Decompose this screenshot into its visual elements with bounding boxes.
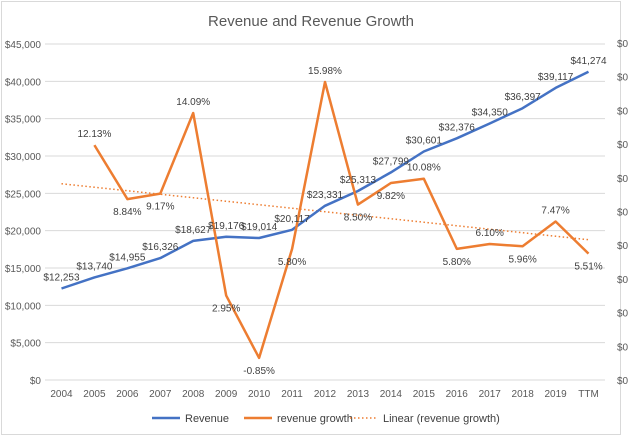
revenue-data-label: $41,274 (570, 56, 607, 67)
left-tick-label: $30,000 (5, 152, 42, 163)
growth-data-label: 12.13% (77, 129, 111, 140)
right-tick-label: $0 (617, 241, 629, 252)
right-tick-label: $0 (617, 208, 629, 219)
x-tick-label: 2016 (446, 389, 469, 400)
x-tick-label: TTM (578, 389, 599, 400)
x-tick-label: 2014 (380, 389, 403, 400)
legend: Revenue revenue growth Linear (revenue g… (152, 413, 500, 425)
revenue-data-label: $39,117 (538, 72, 574, 83)
x-tick-label: 2018 (512, 389, 535, 400)
legend-label-revenue-growth: revenue growth (277, 413, 353, 425)
x-tick-label: 2019 (544, 389, 567, 400)
right-tick-label: $0 (617, 140, 629, 151)
revenue-data-label: $19,176 (208, 221, 245, 232)
left-tick-label: $10,000 (5, 301, 42, 312)
growth-data-label: 5.80% (278, 257, 306, 268)
left-axis-ticks: $0 $5,000 $10,000 $15,000 $20,000 $25,000 $30,… (5, 40, 42, 387)
revenue-data-label: $34,350 (472, 108, 509, 119)
left-tick-label: $20,000 (5, 227, 42, 238)
revenue-data-label: $25,313 (340, 175, 377, 186)
legend-label-revenue: Revenue (185, 413, 229, 425)
x-axis-ticks: 2004 2005 2006 2007 2008 2009 2010 2011 2012 2013… (50, 389, 598, 400)
growth-data-label: 6.10% (476, 228, 504, 239)
chart-title: Revenue and Revenue Growth (208, 13, 414, 30)
growth-data-label: 5.80% (443, 257, 471, 268)
growth-data-label: 5.51% (574, 262, 602, 273)
right-tick-label: $0 (617, 73, 629, 84)
x-tick-label: 2006 (116, 389, 139, 400)
revenue-data-label: $19,014 (241, 222, 278, 233)
growth-data-label: 14.09% (176, 97, 210, 108)
x-tick-label: 2011 (281, 389, 303, 400)
left-tick-label: $40,000 (5, 77, 42, 88)
revenue-data-label: $13,740 (76, 261, 113, 272)
growth-data-label: 8.50% (344, 213, 372, 224)
x-tick-label: 2015 (413, 389, 436, 400)
growth-data-label: 15.98% (308, 66, 342, 77)
left-tick-label: $15,000 (5, 264, 42, 275)
right-tick-label: $0 (617, 376, 629, 387)
right-tick-label: $0 (617, 39, 629, 50)
left-tick-label: $0 (30, 376, 42, 387)
revenue-data-label: $12,253 (43, 273, 80, 284)
x-tick-label: 2005 (83, 389, 106, 400)
growth-data-label: 5.96% (508, 254, 536, 265)
chart-frame (1, 1, 621, 435)
growth-data-label: 9.82% (377, 191, 405, 202)
growth-data-label: -0.85% (243, 366, 275, 377)
series-line-revenue-growth (93, 80, 590, 360)
right-tick-label: $0 (617, 174, 629, 185)
series-layer (61, 70, 590, 360)
data-labels: $12,253$13,740$14,955$16,326 $18,627$19,1… (43, 56, 607, 377)
x-tick-label: 2004 (50, 389, 73, 400)
right-tick-label: $0 (617, 275, 629, 286)
growth-data-label: 9.17% (146, 202, 174, 213)
left-tick-label: $5,000 (10, 339, 41, 350)
growth-data-label: 10.08% (407, 163, 441, 174)
left-tick-label: $35,000 (5, 115, 42, 126)
right-axis-ticks: $0 $0 $0 $0 $0 $0 $0 $0 $0 $0 $0 (617, 39, 629, 387)
revenue-data-label: $18,627 (175, 225, 212, 236)
revenue-data-label: $30,601 (406, 136, 443, 147)
revenue-data-label: $20,117 (274, 214, 310, 225)
series-line-revenue (61, 70, 590, 290)
x-tick-label: 2012 (314, 389, 337, 400)
revenue-data-label: $27,799 (373, 156, 410, 167)
revenue-data-label: $36,397 (505, 92, 542, 103)
x-tick-label: 2010 (248, 389, 271, 400)
left-tick-label: $25,000 (5, 189, 42, 200)
growth-data-label: 2.95% (212, 304, 240, 315)
trendline-revenue-growth (61, 183, 589, 241)
x-tick-label: 2007 (149, 389, 172, 400)
left-tick-label: $45,000 (5, 40, 42, 51)
x-tick-label: 2008 (182, 389, 205, 400)
revenue-data-label: $16,326 (142, 242, 179, 253)
growth-data-label: 8.84% (113, 207, 141, 218)
x-tick-label: 2009 (215, 389, 238, 400)
revenue-data-label: $14,955 (109, 252, 146, 263)
revenue-data-label: $32,376 (439, 122, 476, 133)
legend-label-trendline: Linear (revenue growth) (383, 413, 500, 425)
x-tick-label: 2017 (479, 389, 502, 400)
right-tick-label: $0 (617, 309, 629, 320)
right-tick-label: $0 (617, 342, 629, 353)
x-tick-label: 2013 (347, 389, 370, 400)
growth-data-label: 7.47% (541, 206, 569, 217)
right-tick-label: $0 (617, 106, 629, 117)
revenue-data-label: $23,331 (307, 190, 344, 201)
